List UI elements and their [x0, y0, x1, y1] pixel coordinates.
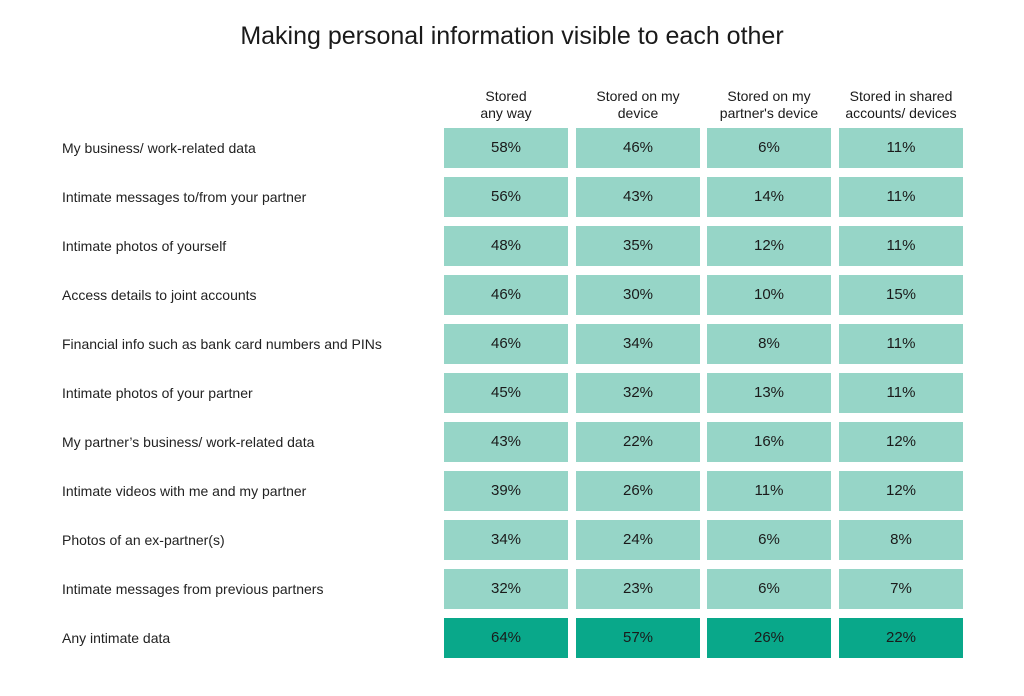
- table-cell: 43%: [444, 422, 568, 462]
- table-cell: 11%: [707, 471, 831, 511]
- table-cell: 8%: [839, 520, 963, 560]
- table-cell: 23%: [576, 569, 700, 609]
- row-label: My partner’s business/ work-related data: [62, 434, 315, 450]
- table-cell: 64%: [444, 618, 568, 658]
- table-cell: 12%: [707, 226, 831, 266]
- table-cell: 12%: [839, 422, 963, 462]
- chart-title: Making personal information visible to e…: [240, 22, 784, 50]
- table-cell: 11%: [839, 324, 963, 364]
- table-cell: 32%: [444, 569, 568, 609]
- row-label: Intimate photos of your partner: [62, 385, 253, 401]
- table-cell: 15%: [839, 275, 963, 315]
- row-label: Intimate videos with me and my partner: [62, 483, 307, 499]
- row-label: Photos of an ex-partner(s): [62, 532, 225, 548]
- table-cell: 14%: [707, 177, 831, 217]
- table-cell: 6%: [707, 569, 831, 609]
- row-label: Intimate photos of yourself: [62, 238, 227, 254]
- row-label: My business/ work-related data: [62, 140, 256, 156]
- row-label: Any intimate data: [62, 630, 171, 646]
- row-label: Intimate messages from previous partners: [62, 581, 324, 597]
- table-cell: 12%: [839, 471, 963, 511]
- table-cell: 11%: [839, 226, 963, 266]
- table-cell: 35%: [576, 226, 700, 266]
- table-cell: 57%: [576, 618, 700, 658]
- table-cell: 22%: [576, 422, 700, 462]
- table-cell: 8%: [707, 324, 831, 364]
- table-cell: 13%: [707, 373, 831, 413]
- row-label: Intimate messages to/from your partner: [62, 189, 307, 205]
- table-cell: 10%: [707, 275, 831, 315]
- table-cell: 26%: [707, 618, 831, 658]
- table-cell: 56%: [444, 177, 568, 217]
- table-cell: 32%: [576, 373, 700, 413]
- table-cell: 45%: [444, 373, 568, 413]
- table-cell: 34%: [576, 324, 700, 364]
- table-cell: 39%: [444, 471, 568, 511]
- table-cell: 11%: [839, 128, 963, 168]
- row-label: Access details to joint accounts: [62, 287, 257, 303]
- column-header: Stored any way: [480, 88, 532, 121]
- column-header: Stored on my partner's device: [719, 88, 819, 121]
- table-cell: 7%: [839, 569, 963, 609]
- table-cell: 34%: [444, 520, 568, 560]
- table-cell: 24%: [576, 520, 700, 560]
- table-cell: 46%: [444, 275, 568, 315]
- table-cell: 30%: [576, 275, 700, 315]
- table-cell: 6%: [707, 128, 831, 168]
- column-header: Stored in shared accounts/ devices: [845, 88, 957, 121]
- table-cell: 43%: [576, 177, 700, 217]
- row-label: Financial info such as bank card numbers…: [62, 336, 382, 352]
- column-header: Stored on my device: [596, 88, 680, 121]
- table-cell: 48%: [444, 226, 568, 266]
- table-cell: 26%: [576, 471, 700, 511]
- table-cell: 11%: [839, 177, 963, 217]
- table-cell: 6%: [707, 520, 831, 560]
- table-cell: 11%: [839, 373, 963, 413]
- table-cell: 22%: [839, 618, 963, 658]
- table-cell: 46%: [576, 128, 700, 168]
- table-cell: 46%: [444, 324, 568, 364]
- table-cell: 58%: [444, 128, 568, 168]
- table-cell: 16%: [707, 422, 831, 462]
